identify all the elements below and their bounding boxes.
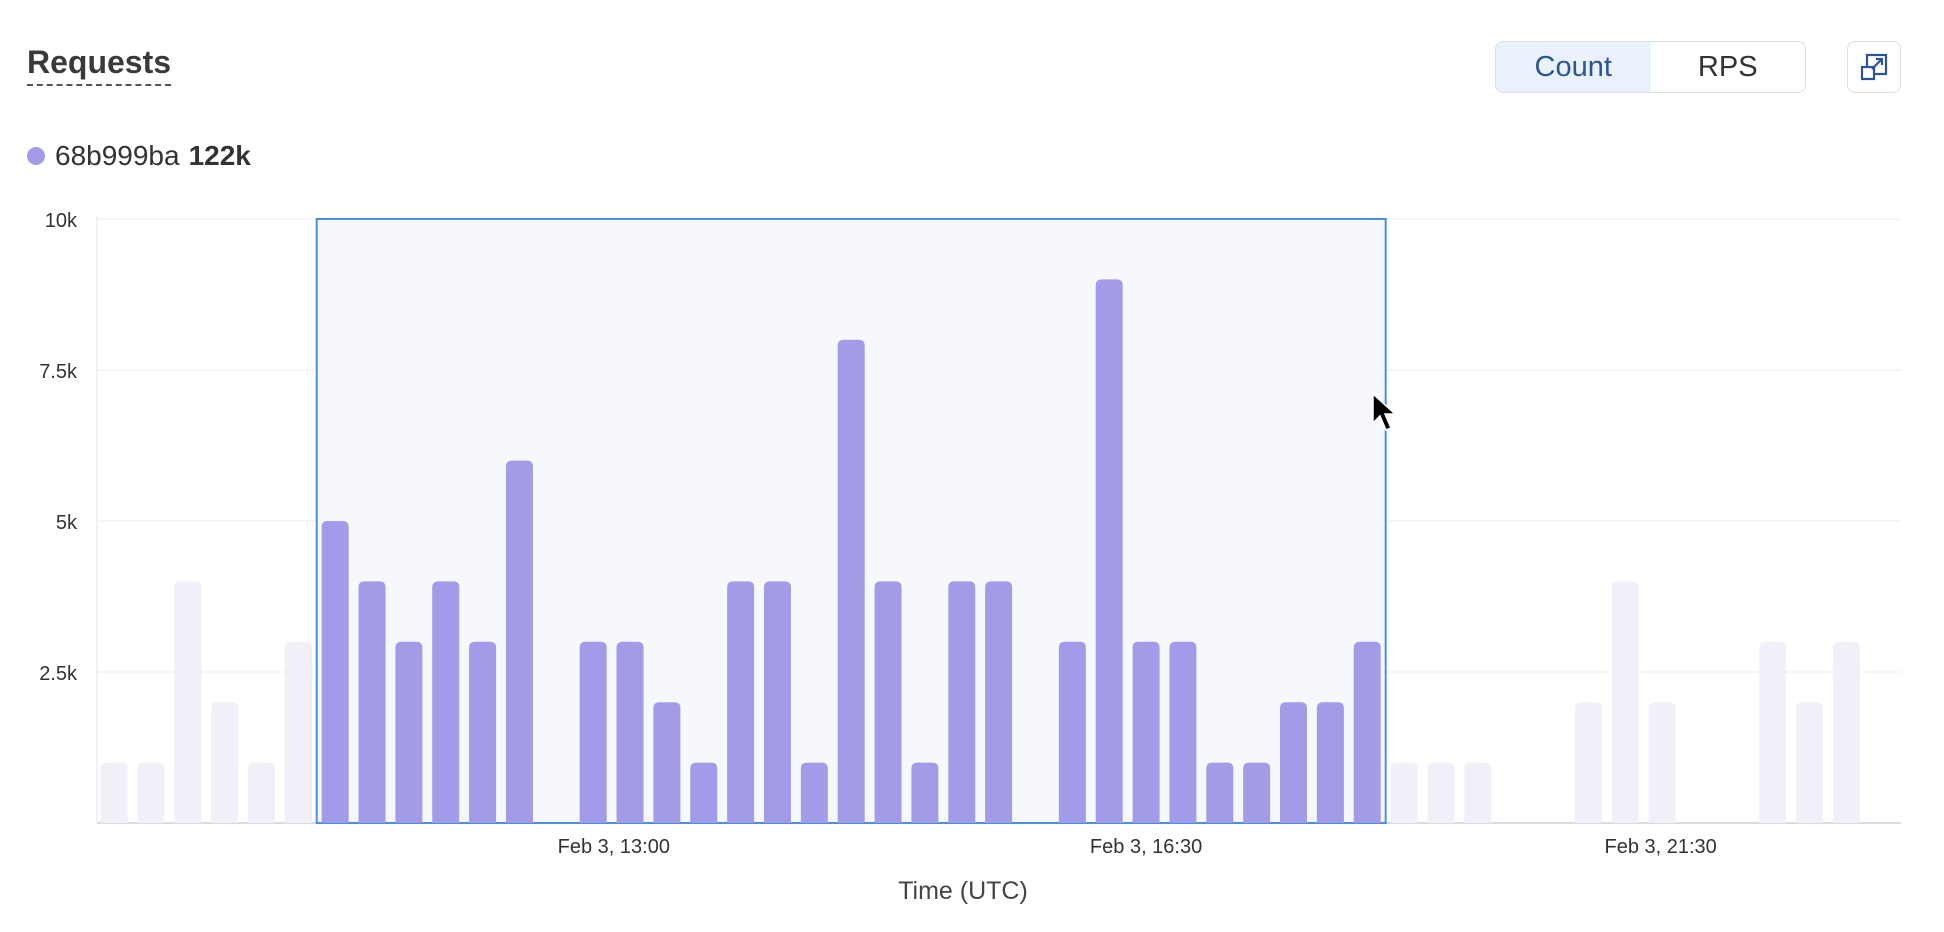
bar[interactable] xyxy=(1832,641,1860,823)
legend-series-name: 68b999ba xyxy=(55,140,180,171)
bar-selected[interactable] xyxy=(616,641,644,823)
bar-selected[interactable] xyxy=(358,581,386,823)
legend-total: 122k xyxy=(188,140,251,171)
x-tick-label: Feb 3, 21:30 xyxy=(1604,836,1716,858)
bar-selected[interactable] xyxy=(911,762,939,823)
bar-selected[interactable] xyxy=(1243,762,1271,823)
legend-dot xyxy=(27,147,45,165)
bar-selected[interactable] xyxy=(469,641,497,823)
bar-selected[interactable] xyxy=(1095,279,1123,823)
bar[interactable] xyxy=(247,762,275,823)
x-axis-title: Time (UTC) xyxy=(898,877,1028,905)
metric-toggle: Count RPS xyxy=(1495,41,1806,93)
bar-selected[interactable] xyxy=(1316,702,1344,823)
expand-button[interactable] xyxy=(1847,41,1901,93)
bar[interactable] xyxy=(1759,641,1787,823)
bar[interactable] xyxy=(284,641,312,823)
bar-selected[interactable] xyxy=(690,762,718,823)
bar-selected[interactable] xyxy=(985,581,1013,823)
bar[interactable] xyxy=(174,581,202,823)
bar-selected[interactable] xyxy=(653,702,681,823)
bar[interactable] xyxy=(1648,702,1676,823)
bar-selected[interactable] xyxy=(432,581,460,823)
bar[interactable] xyxy=(1574,702,1602,823)
bar[interactable] xyxy=(100,762,128,823)
bar[interactable] xyxy=(1390,762,1418,823)
y-tick-label: 2.5k xyxy=(39,663,78,685)
bar-selected[interactable] xyxy=(1132,641,1160,823)
bar-selected[interactable] xyxy=(579,641,607,823)
rps-toggle-button[interactable]: RPS xyxy=(1697,50,1758,83)
y-tick-label: 7.5k xyxy=(39,361,78,383)
bar[interactable] xyxy=(1464,762,1492,823)
bar-selected[interactable] xyxy=(1206,762,1234,823)
bar[interactable] xyxy=(1427,762,1455,823)
bar-selected[interactable] xyxy=(874,581,902,823)
bar[interactable] xyxy=(1796,702,1824,823)
bar[interactable] xyxy=(137,762,165,823)
x-tick-label: Feb 3, 16:30 xyxy=(1090,836,1202,858)
bar-selected[interactable] xyxy=(727,581,755,823)
y-tick-label: 10k xyxy=(45,210,78,232)
mouse-cursor-icon xyxy=(1372,392,1397,431)
count-toggle-button[interactable]: Count xyxy=(1496,42,1651,92)
bar[interactable] xyxy=(211,702,239,823)
x-tick-label: Feb 3, 13:00 xyxy=(558,836,670,858)
bar[interactable] xyxy=(1611,581,1639,823)
bar-selected[interactable] xyxy=(1353,641,1381,823)
bar-selected[interactable] xyxy=(837,339,865,823)
bar-selected[interactable] xyxy=(1280,702,1308,823)
legend: 68b999ba 122k xyxy=(27,140,251,172)
y-tick-label: 5k xyxy=(56,512,78,534)
bar-selected[interactable] xyxy=(800,762,828,823)
bar-selected[interactable] xyxy=(948,581,976,823)
expand-icon xyxy=(1860,53,1888,81)
bar-selected[interactable] xyxy=(395,641,423,823)
bar-selected[interactable] xyxy=(1169,641,1197,823)
bar-selected[interactable] xyxy=(1058,641,1086,823)
bar-selected[interactable] xyxy=(505,460,533,823)
bar-selected[interactable] xyxy=(321,521,349,823)
bar-selected[interactable] xyxy=(763,581,791,823)
chart-title[interactable]: Requests xyxy=(27,42,172,86)
